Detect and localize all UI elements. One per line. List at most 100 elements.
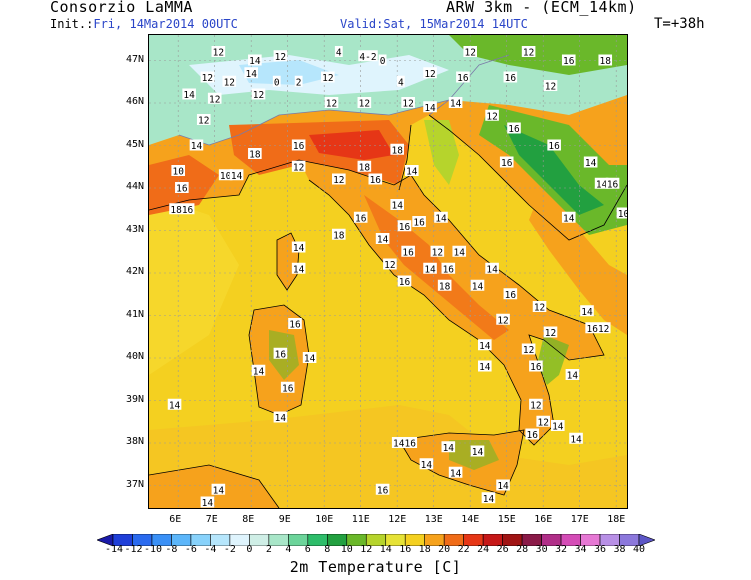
svg-text:2: 2 [296,77,302,88]
svg-text:12: 12 [497,315,508,326]
temperature-value-label: 14 [182,88,196,101]
temperature-value-label: 16 [353,211,368,224]
temperature-value-label: 14 [200,496,215,508]
temperature-value-label: 12 [532,301,547,314]
svg-text:12: 12 [333,175,344,186]
temperature-value-label: 14 [478,339,492,352]
svg-text:14: 14 [202,498,214,508]
temperature-value-label: 12 [401,97,415,110]
temperature-value-label: 16 [561,54,576,67]
svg-text:4-2: 4-2 [359,52,376,63]
colorbar-tick-label: 6 [304,544,311,555]
longitude-label: 18E [607,514,626,525]
temperature-value-label: 14 [441,441,456,454]
colorbar-tick-label: 16 [399,544,412,555]
svg-text:16: 16 [443,264,455,275]
temperature-value-label: 16 [441,262,456,275]
svg-text:14: 14 [253,366,265,377]
temperature-value-label: 12 [273,50,288,63]
temperature-value-label: 14 [434,211,448,224]
svg-text:16: 16 [457,73,469,84]
colorbar-tick-label: 4 [285,544,292,555]
svg-text:0: 0 [380,56,386,67]
temperature-value-label: 14 [390,199,404,212]
svg-text:4: 4 [336,48,342,59]
svg-text:14: 14 [424,264,436,275]
svg-text:12: 12 [545,82,556,93]
svg-text:16: 16 [413,218,425,229]
temperature-value-label: 16 [291,139,306,152]
temperature-value-label: 12 [529,398,543,411]
colorbar-tick-label: -10 [143,544,163,555]
colorbar-swatches [96,533,656,547]
temperature-value-label: 14 [481,492,496,505]
svg-text:12: 12 [198,116,209,127]
temperature-value-label: 14 [551,420,565,433]
colorbar-tick-label: -8 [165,544,178,555]
temperature-value-label: 16 [456,71,470,84]
longitude-label: 17E [570,514,589,525]
svg-text:14: 14 [421,460,433,471]
svg-text:16: 16 [282,383,294,394]
temperature-value-label: 14 [485,262,499,275]
svg-text:16: 16 [293,141,305,152]
svg-text:16: 16 [402,247,414,258]
svg-text:12: 12 [326,99,337,110]
svg-text:12: 12 [209,94,220,105]
temperature-value-label: 18 [598,54,613,67]
temperature-value-label: 16 [525,428,540,441]
svg-text:14: 14 [596,179,608,190]
temperature-value-label: 14 [189,139,204,152]
svg-text:14: 14 [472,447,484,458]
temperature-value-label: 14 [273,411,288,424]
latitude-label: 43N [126,223,145,235]
temperature-value-label: 16 [288,318,302,331]
temperature-value-label: 12 [222,75,237,88]
svg-text:14: 14 [304,354,316,365]
temperature-value-label: 14 [580,305,594,318]
svg-text:12: 12 [432,247,443,258]
svg-text:12: 12 [293,162,304,173]
temperature-value-label: 16 [507,122,521,135]
temperature-value-label: 14 [244,67,258,80]
valid-time: Valid:Sat, 15Mar2014 14UTC [340,17,528,31]
longitude-label: 16E [534,514,553,525]
temperature-value-label: 10 [218,169,233,182]
svg-text:14: 14 [169,400,181,411]
svg-text:14: 14 [293,243,305,254]
temperature-value-label: 14 [423,101,437,114]
coastlines [149,114,627,508]
colorbar-tick-label: 40 [632,544,646,555]
temperature-value-label: 14 [470,279,485,292]
svg-text:12: 12 [275,52,286,63]
latitude-label: 46N [126,96,145,107]
colorbar-title: 2m Temperature [C] [289,558,462,576]
valid-value: Sat, 15Mar2014 14UTC [383,17,528,31]
svg-text:14: 14 [231,171,243,182]
svg-text:14: 14 [570,434,582,445]
svg-text:12: 12 [537,417,548,428]
temperature-value-label: 10 [171,165,185,178]
temperature-value-label: 14 [565,369,580,382]
temperature-value-label: 14 [470,445,485,458]
temperature-value-label: 16 [397,220,412,233]
latitude-label: 41N [126,308,145,320]
svg-text:16: 16 [275,349,287,360]
svg-text:14: 14 [183,90,195,101]
temperature-value-label: 16 [412,216,426,229]
temperature-map[interactable]: 12 14 12 4 4-2 0 12 12 16 18 12 12 14 0 2 12 4 12 16 16 12 14… [148,34,628,509]
temperature-value-label: 16 [503,288,518,301]
svg-text:14: 14 [249,56,261,67]
temperature-value-label: 14 [229,169,244,182]
temperature-value-label: 1816 [169,203,195,216]
temperature-value-label: 16 [175,182,189,195]
temperature-value-label: 16 [499,156,514,169]
temperature-value-label: 16 [401,245,415,258]
colorbar-tick-label: 2 [265,544,272,555]
svg-text:14: 14 [563,213,575,224]
temperature-value-label: 14 [448,466,463,479]
colorbar-tick-label: -14 [105,544,124,555]
svg-text:10: 10 [172,167,184,178]
init-value: Fri, 14Mar2014 00UTC [93,17,238,31]
